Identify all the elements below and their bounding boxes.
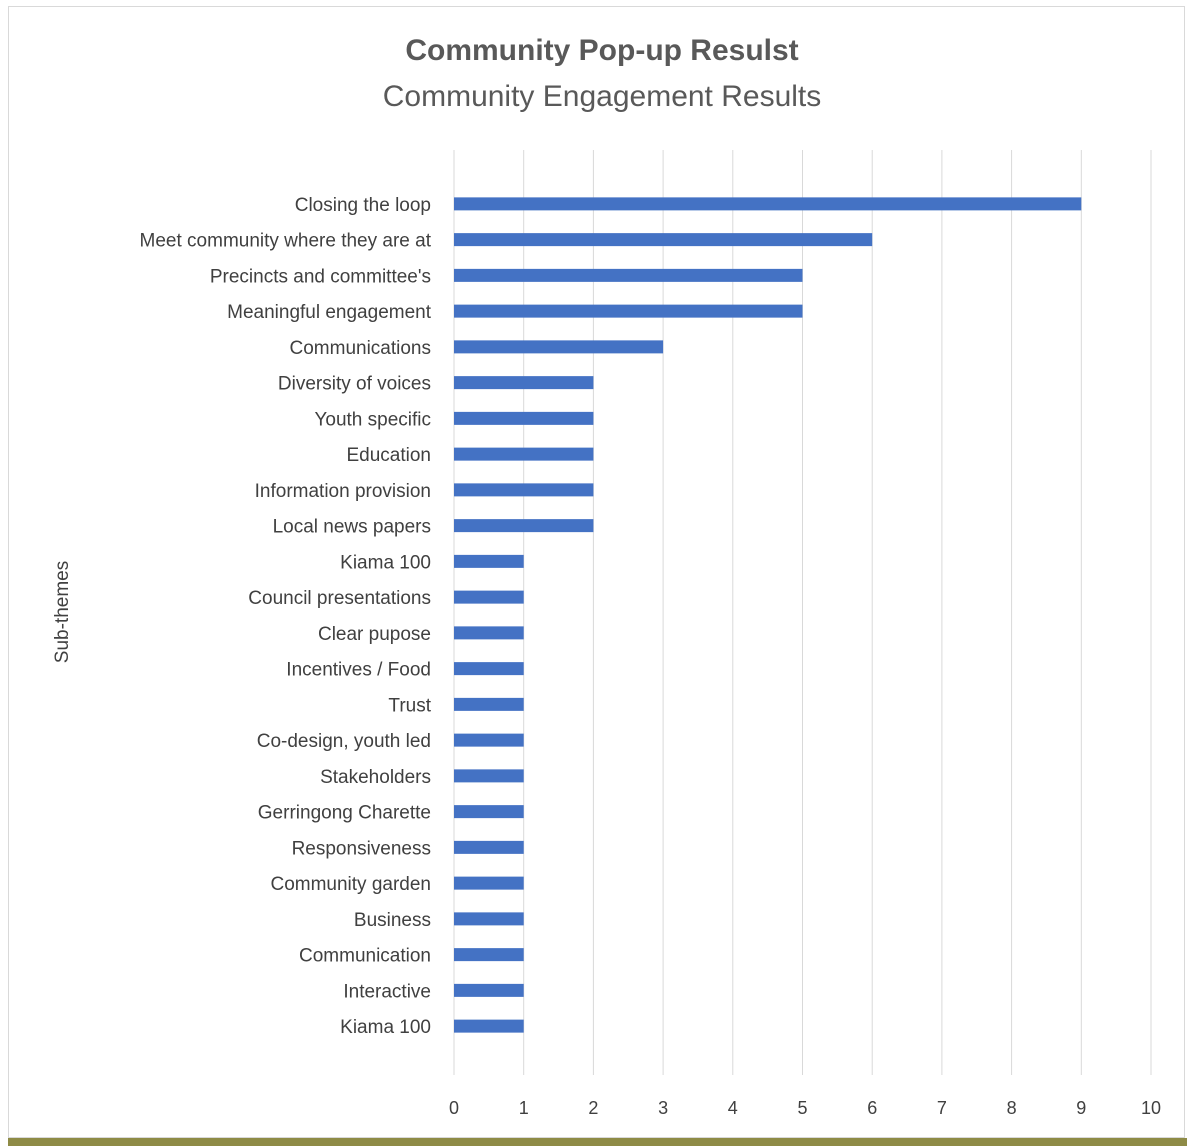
category-label: Local news papers: [273, 517, 431, 538]
category-label: Interactive: [343, 981, 431, 1002]
category-label: Gerringong Charette: [258, 803, 431, 824]
bottom-rule: [8, 1138, 1187, 1146]
bar: [454, 626, 524, 640]
category-label: Business: [354, 910, 431, 931]
y-axis-title: Sub-themes: [52, 561, 73, 663]
category-label: Responsiveness: [292, 838, 431, 859]
bars: [454, 197, 1082, 1033]
category-label: Precincts and committee's: [210, 266, 431, 287]
category-label: Meaningful engagement: [227, 302, 432, 323]
category-label: Youth specific: [314, 409, 431, 430]
x-tick-label: 1: [519, 1098, 529, 1118]
bar: [454, 376, 594, 390]
x-tick-label: 2: [588, 1098, 598, 1118]
bar: [454, 268, 803, 282]
bar: [454, 1019, 524, 1033]
bar: [454, 304, 803, 318]
bar: [454, 769, 524, 783]
bar: [454, 805, 524, 819]
x-tick-label: 6: [867, 1098, 877, 1118]
x-tick-label: 9: [1076, 1098, 1086, 1118]
x-tick-label: 3: [658, 1098, 668, 1118]
category-label: Closing the loop: [295, 195, 431, 216]
bar: [454, 411, 594, 425]
category-label: Education: [346, 445, 431, 466]
category-label: Incentives / Food: [286, 660, 431, 681]
bar: [454, 340, 664, 354]
gridlines: [453, 150, 1152, 1075]
x-axis-ticks: 0 1 2 3 4 5 6 7 8 9 10: [449, 1098, 1161, 1118]
category-label: Kiama 100: [340, 1017, 431, 1038]
bar: [454, 697, 524, 711]
bar: [454, 733, 524, 747]
bar: [454, 840, 524, 854]
bar: [454, 876, 524, 890]
x-tick-label: 4: [728, 1098, 738, 1118]
bar: [454, 983, 524, 997]
category-label: Kiama 100: [340, 552, 431, 573]
chart-subtitle: Community Engagement Results: [383, 80, 822, 113]
chart-title: Community Pop-up Resulst: [405, 34, 798, 67]
x-tick-label: 8: [1007, 1098, 1017, 1118]
category-label: Communications: [290, 338, 432, 359]
chart-frame: [8, 6, 1185, 1138]
category-labels: Closing the loop Meet community where the…: [140, 195, 432, 1038]
category-label: Information provision: [255, 481, 431, 502]
category-label: Clear pupose: [318, 624, 431, 645]
x-tick-label: 0: [449, 1098, 459, 1118]
bar: [454, 447, 594, 461]
category-label: Community garden: [270, 874, 431, 895]
bar: [454, 483, 594, 497]
category-label: Trust: [388, 695, 431, 716]
bar: [454, 197, 1082, 211]
bar: [454, 554, 524, 568]
category-label: Co-design, youth led: [257, 731, 431, 752]
bar: [454, 662, 524, 676]
x-tick-label: 5: [797, 1098, 807, 1118]
x-tick-label: 7: [937, 1098, 947, 1118]
bar: [454, 590, 524, 604]
x-tick-label: 10: [1141, 1098, 1161, 1118]
category-label: Council presentations: [248, 588, 431, 609]
bar: [454, 233, 873, 247]
bar: [454, 519, 594, 533]
bar: [454, 912, 524, 926]
category-label: Communication: [299, 946, 431, 967]
category-label: Meet community where they are at: [140, 231, 432, 252]
category-label: Diversity of voices: [278, 374, 431, 395]
bar: [454, 948, 524, 962]
category-label: Stakeholders: [320, 767, 431, 788]
